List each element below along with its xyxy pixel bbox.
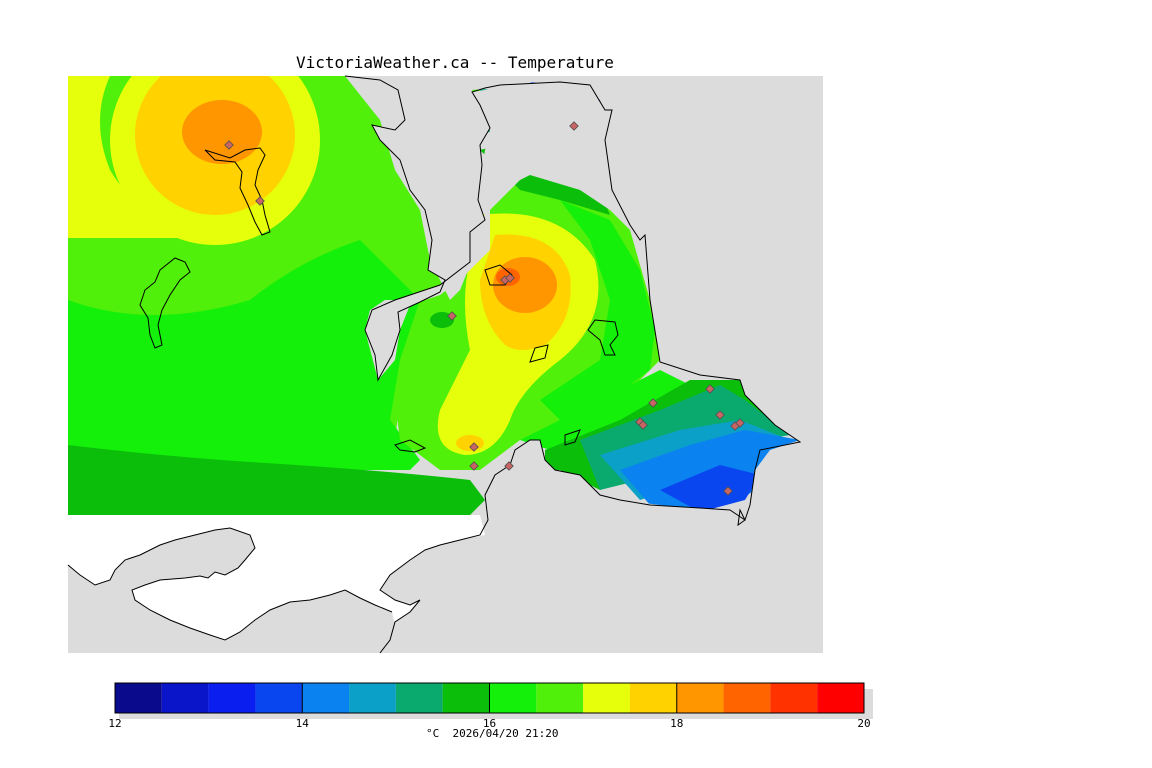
station-marker xyxy=(224,140,234,150)
colorbar-swatch xyxy=(161,683,209,713)
colorbar-swatch xyxy=(115,683,162,713)
no-data-sea-east-2 xyxy=(480,76,823,653)
colorbar-swatch xyxy=(817,683,864,713)
colorbar-swatch xyxy=(395,683,443,713)
colorbar-swatch xyxy=(208,683,256,713)
station-markers xyxy=(224,121,745,496)
station-marker xyxy=(505,273,515,283)
station-marker xyxy=(569,121,579,131)
station-marker xyxy=(735,418,745,428)
contour-15-16-peninsula-east xyxy=(540,200,655,420)
colorbar-tick-label: 12 xyxy=(108,717,121,730)
colorbar-swatch xyxy=(770,683,818,713)
contour-14-15-south xyxy=(68,445,485,515)
colorbar-ticks: 12 14 16 18 20 xyxy=(108,683,871,730)
colorbar-swatch xyxy=(255,683,303,713)
colorbar-tick-label: 16 xyxy=(483,717,496,730)
grey-olympic-land xyxy=(68,528,395,653)
contour-17-left xyxy=(68,76,200,238)
station-marker xyxy=(469,442,479,452)
colorbar-swatch xyxy=(442,683,490,713)
colorbar-swatch xyxy=(629,683,677,713)
contour-18-5-nw xyxy=(182,100,262,164)
no-data-sea-north xyxy=(350,76,490,380)
colorbar-swatch xyxy=(302,683,350,713)
station-marker xyxy=(469,461,479,471)
coastlines xyxy=(67,75,802,654)
contour-15-16-southwest xyxy=(68,240,420,470)
contour-12-southeast xyxy=(660,465,760,512)
station-marker xyxy=(255,196,265,206)
colorbar-swatches xyxy=(114,682,865,714)
station-marker xyxy=(504,461,514,471)
colorbar-swatch xyxy=(676,683,724,713)
units-timestamp: °C 2026/04/20 21:20 xyxy=(426,727,559,740)
station-marker xyxy=(447,311,457,321)
colorbar-swatch xyxy=(489,683,537,713)
station-marker xyxy=(723,486,733,496)
colorbar-swatch xyxy=(723,683,771,713)
colorbar-tick-label: 20 xyxy=(857,717,870,730)
map-title: VictoriaWeather.ca -- Temperature xyxy=(296,53,614,72)
colorbar-tick-label: 14 xyxy=(296,717,310,730)
station-marker xyxy=(705,384,715,394)
colorbar-swatch xyxy=(349,683,396,713)
station-marker xyxy=(648,398,658,408)
station-marker xyxy=(715,410,725,420)
colorbar-swatch xyxy=(583,683,630,713)
station-marker xyxy=(638,420,648,430)
colorbar-tick-label: 18 xyxy=(670,717,683,730)
colorbar-swatch xyxy=(536,683,584,713)
